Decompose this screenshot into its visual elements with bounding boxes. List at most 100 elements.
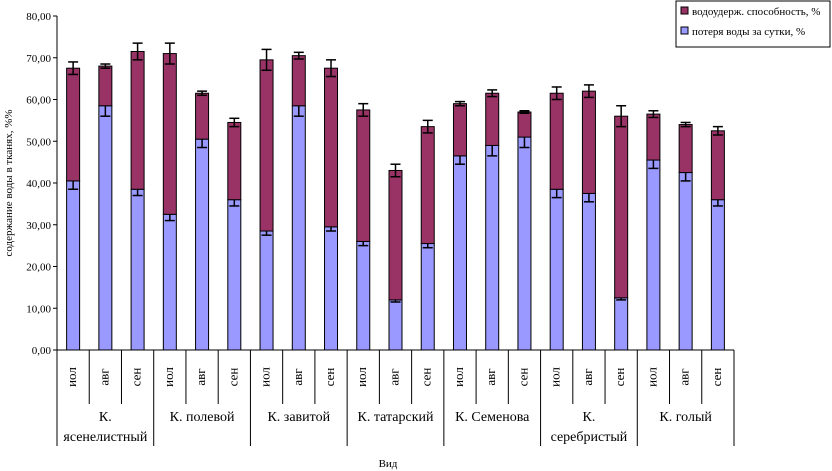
- group-label: К. татарский: [358, 410, 434, 425]
- month-label: сен: [709, 368, 724, 387]
- bar-retention-18: [646, 113, 661, 161]
- bar-loss-1: [98, 105, 113, 351]
- month-label: иол: [258, 367, 273, 387]
- bar-loss-2: [130, 188, 145, 351]
- bar-retention-19: [678, 124, 693, 174]
- y-tick-label: 60,00: [26, 95, 51, 107]
- bar-loss-19: [678, 172, 693, 351]
- legend-box: [675, 0, 831, 48]
- bar-loss-5: [227, 199, 242, 351]
- bar-retention-12: [452, 103, 467, 157]
- bar-loss-8: [324, 226, 339, 351]
- error-bar-retention-17: [616, 105, 627, 128]
- month-label: сен: [515, 368, 530, 387]
- month-label: сен: [322, 368, 337, 387]
- y-axis-title: содержание воды в тканях, %%: [3, 109, 15, 256]
- month-label: авг: [290, 368, 305, 385]
- group-label: К.: [99, 410, 112, 425]
- legend-swatch-loss: [680, 26, 689, 35]
- y-tick-label: 70,00: [26, 53, 51, 65]
- y-tick-label: 30,00: [26, 220, 51, 232]
- bar-loss-9: [356, 240, 371, 351]
- bar-loss-10: [388, 299, 403, 351]
- legend: водоудерж. способность, % потеря воды за …: [675, 0, 831, 48]
- bar-loss-13: [485, 144, 500, 351]
- bar-retention-1: [98, 65, 113, 107]
- group-label: К.: [583, 410, 596, 425]
- bar-retention-2: [130, 50, 145, 190]
- bar-retention-0: [66, 67, 81, 182]
- bar-loss-7: [291, 105, 306, 351]
- month-label: авг: [677, 368, 692, 385]
- month-label: иол: [548, 367, 563, 387]
- group-label: ясенелистный: [63, 430, 147, 445]
- error-bar-retention-2: [132, 42, 143, 61]
- error-bar-retention-14: [519, 110, 530, 115]
- bar-retention-9: [356, 109, 371, 242]
- bar-retention-5: [227, 121, 242, 201]
- month-label: сен: [225, 368, 240, 387]
- bar-loss-12: [452, 155, 467, 351]
- bar-retention-4: [195, 92, 210, 140]
- month-label: сен: [129, 368, 144, 387]
- error-bar-retention-12: [454, 100, 465, 107]
- y-tick-label: 20,00: [26, 262, 51, 274]
- bar-retention-15: [549, 92, 564, 190]
- bar-retention-10: [388, 169, 403, 301]
- bar-retention-13: [485, 92, 500, 146]
- month-label: авг: [193, 368, 208, 385]
- bar-loss-6: [259, 230, 274, 351]
- month-label: авг: [483, 368, 498, 385]
- month-label: иол: [451, 367, 466, 387]
- group-label: К. полевой: [170, 410, 235, 425]
- error-bar-retention-7: [293, 51, 304, 60]
- bar-loss-11: [420, 243, 435, 351]
- group-label: К. голый: [659, 410, 712, 425]
- month-label: авг: [386, 368, 401, 385]
- bar-retention-8: [324, 67, 339, 228]
- bar-retention-20: [710, 130, 725, 201]
- bar-retention-3: [162, 53, 177, 215]
- bar-retention-14: [517, 111, 532, 138]
- group-label: серебристый: [551, 430, 628, 445]
- error-bar-retention-5: [229, 117, 240, 128]
- error-bar-retention-16: [583, 84, 594, 99]
- month-label: авг: [96, 368, 111, 385]
- y-tick-label: 80,00: [26, 11, 51, 23]
- error-bar-retention-1: [100, 63, 111, 69]
- category-axis-labels: иол авг сен иол авг сен иол авг сен иол авг сен иол а…: [56, 350, 735, 446]
- bar-loss-3: [162, 213, 177, 351]
- error-bar-retention-0: [68, 61, 79, 76]
- bar-retention-7: [291, 55, 306, 107]
- y-tick-label: 50,00: [26, 136, 51, 148]
- bar-loss-4: [195, 138, 210, 351]
- error-bar-retention-18: [648, 110, 659, 119]
- axes: 0,00 10,00 20,00 30,00 40,00 50,00 60,00 70,00 8…: [26, 11, 734, 357]
- month-label: иол: [64, 367, 79, 387]
- error-bar-retention-20: [712, 125, 723, 136]
- error-bar-retention-4: [197, 90, 208, 97]
- error-bar-retention-3: [164, 42, 175, 65]
- bar-loss-15: [549, 188, 564, 351]
- y-tick-label: 10,00: [26, 303, 51, 315]
- bar-retention-16: [581, 90, 596, 194]
- error-bar-retention-8: [326, 59, 337, 78]
- plot-area: [66, 42, 725, 351]
- legend-label-loss: потеря воды за сутки, %: [692, 26, 805, 38]
- bar-loss-0: [66, 180, 81, 351]
- bar-retention-17: [614, 115, 629, 299]
- error-bar-retention-11: [422, 119, 433, 134]
- month-label: сен: [419, 368, 434, 387]
- month-label: иол: [354, 367, 369, 387]
- error-bar-retention-19: [680, 121, 691, 128]
- error-bar-retention-9: [358, 102, 369, 117]
- error-bar-retention-13: [487, 89, 498, 98]
- error-bar-retention-10: [390, 163, 401, 178]
- month-label: авг: [580, 368, 595, 385]
- month-label: иол: [644, 367, 659, 387]
- bar-loss-17: [614, 297, 629, 351]
- bar-loss-14: [517, 136, 532, 351]
- error-bar-retention-15: [551, 86, 562, 101]
- month-label: сен: [612, 368, 627, 387]
